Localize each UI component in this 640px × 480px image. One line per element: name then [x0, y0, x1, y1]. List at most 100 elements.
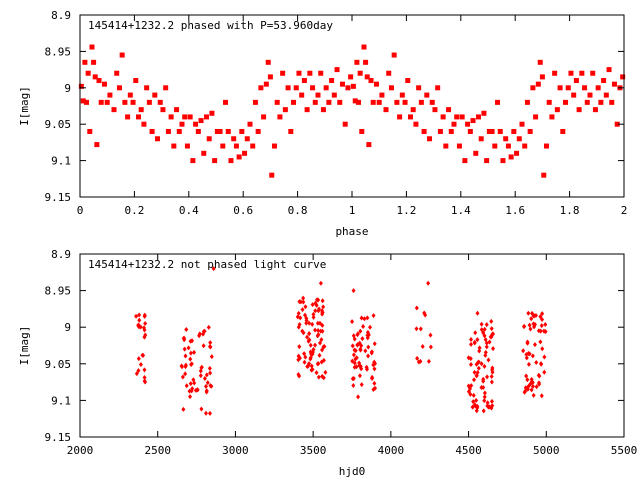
data-point — [542, 354, 547, 360]
data-point — [354, 59, 360, 65]
data-point — [179, 121, 185, 127]
unphased-plot-title: 145414+1232.2 not phased light curve — [88, 258, 326, 271]
data-point — [462, 158, 468, 164]
data-point — [310, 349, 315, 355]
data-point — [472, 377, 477, 383]
data-point — [531, 321, 536, 327]
data-point — [204, 388, 209, 394]
data-point — [350, 343, 355, 349]
data-point — [435, 85, 441, 91]
data-point — [310, 85, 316, 91]
data-point — [206, 136, 212, 142]
y-tick-label: 9 — [64, 82, 71, 95]
x-tick-label: 5500 — [611, 444, 638, 457]
data-point — [309, 363, 314, 369]
data-point — [357, 363, 362, 369]
data-point — [359, 128, 365, 134]
data-point — [469, 383, 474, 389]
data-point — [414, 305, 419, 311]
data-point — [308, 349, 313, 355]
unphased-axis-ticks: 2000 2500 3000 3500 4000 4500 5000 5500 8.9 8.95 9… — [45, 248, 638, 457]
data-point — [193, 121, 199, 127]
data-point — [269, 172, 275, 178]
data-point — [421, 128, 427, 134]
data-point — [135, 114, 141, 120]
data-point — [527, 128, 533, 134]
data-point — [152, 92, 158, 98]
data-point — [174, 107, 180, 113]
data-point — [475, 337, 480, 343]
data-point — [351, 382, 356, 388]
data-point — [522, 143, 528, 149]
data-point — [146, 99, 152, 105]
data-point — [361, 324, 366, 330]
data-point — [313, 308, 318, 314]
data-point — [372, 380, 377, 386]
data-point — [307, 331, 312, 337]
unphased-plot-frame — [79, 253, 625, 438]
data-point — [534, 384, 539, 390]
data-point — [116, 85, 122, 91]
data-point — [497, 128, 503, 134]
data-point — [363, 348, 368, 354]
data-point — [357, 373, 362, 379]
data-point — [321, 304, 326, 310]
data-point — [399, 92, 405, 98]
data-point — [489, 379, 494, 385]
data-point — [307, 70, 313, 76]
data-point — [426, 280, 431, 286]
data-point — [414, 326, 419, 332]
data-point — [348, 74, 354, 80]
data-point — [530, 310, 535, 316]
data-point — [316, 327, 321, 333]
data-point — [181, 335, 186, 341]
data-point — [481, 110, 487, 116]
data-point — [231, 136, 237, 142]
data-point — [212, 158, 218, 164]
data-point — [459, 114, 465, 120]
data-point — [101, 81, 107, 87]
data-point — [530, 85, 536, 91]
data-point — [539, 323, 544, 329]
x-tick-label: 0.8 — [288, 204, 308, 217]
data-point — [143, 379, 148, 385]
data-point — [402, 99, 408, 105]
data-point — [537, 381, 542, 387]
data-point — [477, 345, 482, 351]
data-point — [526, 310, 531, 316]
data-point — [481, 330, 486, 336]
data-point — [339, 81, 345, 87]
data-point — [489, 374, 494, 380]
data-point — [394, 99, 400, 105]
data-point — [484, 158, 490, 164]
data-point — [98, 99, 104, 105]
data-point — [358, 328, 363, 334]
data-point — [351, 333, 356, 339]
data-point — [125, 114, 131, 120]
data-point — [489, 398, 494, 404]
data-point — [568, 70, 574, 76]
data-point — [94, 142, 100, 148]
data-point — [203, 114, 209, 120]
data-point — [320, 311, 325, 317]
data-point — [443, 143, 449, 149]
data-point — [476, 365, 481, 371]
data-point — [183, 364, 188, 370]
x-tick-label: 0.2 — [124, 204, 144, 217]
data-point — [323, 85, 329, 91]
data-point — [111, 107, 117, 113]
data-point — [184, 143, 190, 149]
data-point — [201, 343, 206, 349]
data-point — [209, 110, 215, 116]
data-point — [372, 366, 377, 372]
data-point — [376, 99, 382, 105]
data-point — [467, 128, 473, 134]
y-tick-label: 9.15 — [45, 191, 72, 204]
data-point — [302, 359, 307, 365]
data-point — [368, 78, 374, 84]
x-tick-label: 2 — [621, 204, 628, 217]
data-point — [491, 331, 496, 337]
data-point — [181, 406, 186, 412]
data-point — [471, 392, 476, 398]
data-point — [565, 85, 571, 91]
